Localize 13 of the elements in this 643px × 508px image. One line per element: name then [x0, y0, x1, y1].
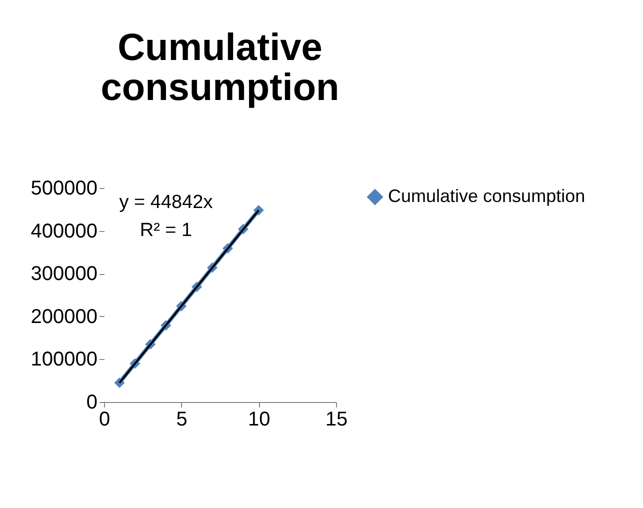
x-tick-label: 15: [325, 408, 348, 430]
y-tick-label: 400000: [30, 220, 98, 242]
x-tick-label: 10: [248, 408, 270, 430]
y-tick-label: 100000: [30, 348, 98, 371]
y-tick-label: 300000: [30, 263, 98, 286]
annotation: R² = 1: [140, 220, 192, 241]
x-tick-label: 5: [176, 408, 188, 430]
y-tick-label: 200000: [30, 306, 98, 328]
legend-label: Cumulative consumption: [388, 186, 586, 206]
y-tick-label: 500000: [30, 178, 98, 200]
annotation: y = 44842x: [119, 192, 214, 213]
y-tick-label: 0: [86, 392, 98, 414]
chart-title: Cumulative consumption: [100, 27, 340, 109]
